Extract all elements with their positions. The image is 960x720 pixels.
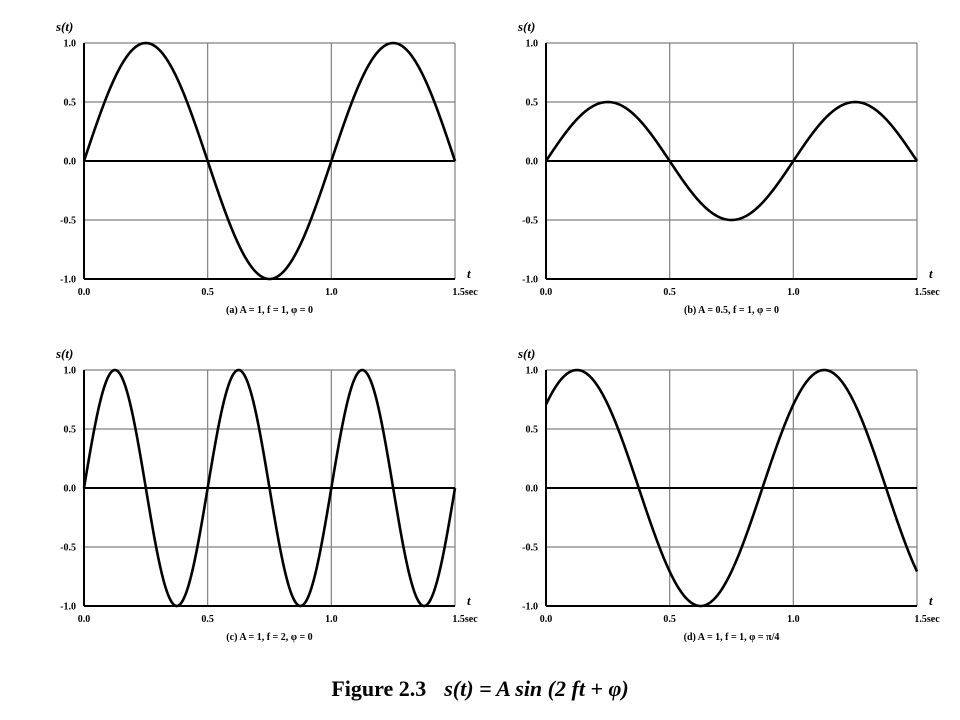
y-axis-label: s(t): [55, 346, 73, 361]
y-tick-label: 1.0: [64, 366, 77, 377]
series-curve: [82, 368, 457, 608]
figure-title: Figure 2.3: [331, 676, 427, 701]
y-tick-label: 1.0: [64, 39, 77, 50]
figure-caption: Figure 2.3 s(t) = A sin (2 ft + φ): [0, 676, 960, 702]
y-axis-label: s(t): [517, 346, 535, 361]
x-axis-label: t: [929, 266, 933, 281]
chart-panel-c: 1.00.50.0-0.5-1.00.0 0.5 1.0 1.5secs(t)t(c)…: [55, 346, 478, 643]
y-tick-label: 0.5: [526, 425, 539, 436]
x-axis-label: t: [929, 593, 933, 608]
chart-panel-a: 1.00.50.0-0.5-1.00.0 0.5 1.0 1.5secs(t)t(a)…: [55, 19, 478, 316]
x-tick-label: 0.5: [663, 287, 676, 298]
y-tick-label: 1.0: [526, 366, 539, 377]
y-tick-label: -0.5: [60, 543, 76, 554]
x-tick-label: 1.0: [787, 287, 800, 298]
panel-caption: (a) A = 1, f = 1, φ = 0: [226, 305, 313, 316]
x-tick-label: 1.5sec: [914, 614, 940, 625]
x-tick-label: 0.5: [201, 287, 214, 298]
y-tick-label: 1.0: [526, 39, 539, 50]
y-tick-label: 0.5: [64, 425, 77, 436]
series-curve: [82, 41, 457, 281]
y-tick-label: -1.0: [522, 275, 538, 286]
x-axis-label: t: [467, 593, 471, 608]
x-tick-label: 0.5: [201, 614, 214, 625]
y-tick-label: 0.0: [526, 484, 539, 495]
series-curve: [544, 368, 919, 608]
series-curve: [544, 100, 919, 222]
x-tick-label: 1.0: [787, 614, 800, 625]
x-tick-label: 1.5sec: [914, 287, 940, 298]
x-tick-label: 0.5: [663, 614, 676, 625]
y-tick-label: 0.5: [526, 98, 539, 109]
x-tick-label: 0.0: [540, 614, 553, 625]
panel-caption: (b) A = 0.5, f = 1, φ = 0: [684, 305, 779, 316]
y-tick-label: 0.5: [64, 98, 77, 109]
panel-caption: (d) A = 1, f = 1, φ = π/4: [684, 632, 780, 643]
chart-panel-b: 1.00.50.0-0.5-1.00.0 0.5 1.0 1.5secs(t)t(b)…: [517, 19, 940, 316]
x-tick-label: 0.0: [78, 614, 91, 625]
y-axis-label: s(t): [55, 19, 73, 34]
y-tick-label: 0.0: [64, 484, 77, 495]
x-tick-label: 0.0: [78, 287, 91, 298]
y-tick-label: -0.5: [522, 543, 538, 554]
x-tick-label: 1.5sec: [452, 287, 478, 298]
y-tick-label: -0.5: [60, 216, 76, 227]
y-axis-label: s(t): [517, 19, 535, 34]
y-tick-label: 0.0: [64, 157, 77, 168]
y-tick-label: -0.5: [522, 216, 538, 227]
x-axis-label: t: [467, 266, 471, 281]
y-tick-label: 0.0: [526, 157, 539, 168]
y-tick-label: -1.0: [522, 602, 538, 613]
x-tick-label: 1.0: [325, 614, 338, 625]
panel-caption: (c) A = 1, f = 2, φ = 0: [226, 632, 312, 643]
chart-panel-d: 1.00.50.0-0.5-1.00.0 0.5 1.0 1.5secs(t)t(d)…: [517, 346, 940, 643]
figure-equation: s(t) = A sin (2 ft + φ): [444, 676, 629, 701]
x-tick-label: 1.0: [325, 287, 338, 298]
y-tick-label: -1.0: [60, 602, 76, 613]
y-tick-label: -1.0: [60, 275, 76, 286]
x-tick-label: 1.5sec: [452, 614, 478, 625]
x-tick-label: 0.0: [540, 287, 553, 298]
